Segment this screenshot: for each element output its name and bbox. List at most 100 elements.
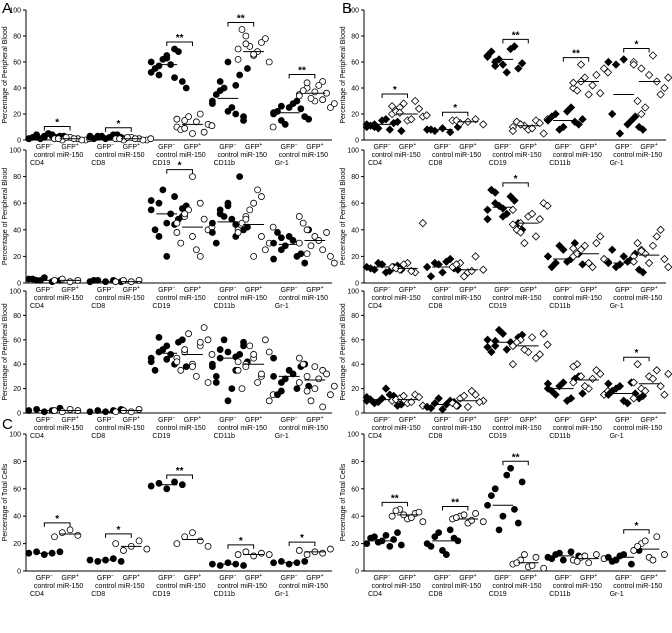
x-group-label: GFP+ — [640, 285, 657, 294]
data-point — [200, 128, 208, 136]
data-point — [123, 133, 131, 141]
x-group-label: GFP+ — [245, 415, 262, 424]
data-point — [270, 559, 277, 567]
scatter-panel-a-2: 0 20 40 60 80 100 Percentage of Peripheral Blo… — [2, 148, 338, 310]
data-point — [175, 338, 182, 346]
data-point — [301, 259, 309, 267]
x-group-label: GFP− — [158, 415, 175, 424]
data-point — [555, 241, 564, 250]
data-point — [483, 52, 492, 61]
x-group-sublabel: miR-150 — [515, 583, 542, 590]
data-point — [265, 58, 273, 66]
data-point — [588, 81, 597, 90]
data-point — [426, 125, 436, 134]
data-point — [33, 548, 40, 556]
data-point — [547, 112, 556, 121]
x-group-label: GFP+ — [640, 142, 657, 151]
data-point — [173, 229, 181, 236]
data-point — [512, 117, 521, 126]
x-group-label: GFP+ — [184, 285, 201, 294]
y-tick-label: 20 — [13, 112, 21, 119]
data-point — [512, 225, 521, 234]
data-point — [204, 379, 212, 386]
data-point — [499, 512, 507, 520]
data-point — [177, 239, 185, 247]
data-point — [631, 112, 640, 121]
data-point — [212, 372, 220, 380]
data-point — [234, 229, 242, 236]
x-group-label: GFP− — [281, 285, 298, 294]
x-group-sublabel: control — [279, 583, 300, 590]
x-group-sublabel: miR-150 — [455, 425, 482, 432]
data-point — [216, 87, 224, 94]
data-point — [270, 239, 277, 247]
data-point — [189, 233, 196, 240]
y-tick-label: 0 — [17, 411, 21, 418]
data-point — [86, 556, 94, 564]
x-group-sublabel: control — [372, 583, 393, 590]
data-point — [389, 118, 398, 128]
y-tick-label: 100 — [9, 8, 21, 15]
data-point — [479, 265, 488, 274]
data-point — [479, 120, 488, 129]
data-point — [246, 342, 254, 350]
x-group-label: GFP+ — [123, 285, 140, 294]
data-point — [459, 272, 469, 281]
data-point — [576, 60, 586, 69]
category-label: CD4 — [368, 591, 382, 598]
data-point — [135, 537, 143, 545]
data-point — [303, 551, 311, 558]
data-point — [234, 56, 242, 63]
x-group-label: GFP+ — [61, 573, 78, 582]
data-point — [638, 268, 648, 277]
data-point — [258, 370, 265, 378]
data-point — [502, 209, 511, 219]
y-tick-label: 40 — [351, 86, 359, 93]
significance-bracket — [623, 356, 650, 362]
data-point — [578, 389, 587, 398]
data-point — [258, 233, 265, 240]
data-point — [633, 238, 642, 248]
panel-letter-b: B — [342, 0, 353, 17]
category-label: CD11b — [549, 433, 570, 440]
data-point — [604, 258, 613, 268]
scatter-panel-b-2: 0 20 40 60 80 100 Percentage of Peripheral Blo… — [340, 148, 672, 310]
data-point — [418, 218, 428, 228]
x-group-label: GFP− — [494, 573, 511, 582]
data-point — [463, 402, 473, 412]
data-point — [520, 345, 529, 354]
data-point — [422, 262, 432, 272]
data-point — [182, 363, 190, 371]
data-point — [446, 526, 454, 534]
data-point — [51, 276, 58, 284]
data-point — [511, 505, 518, 513]
y-axis-label: Percentage of Peripheral Blood — [2, 303, 9, 400]
data-point — [171, 193, 178, 200]
data-point — [270, 354, 277, 362]
data-point — [391, 395, 401, 404]
y-tick-label: 100 — [347, 8, 359, 15]
category-label: CD19 — [152, 160, 170, 167]
data-point — [543, 201, 552, 211]
data-point — [196, 537, 204, 545]
data-point — [392, 507, 400, 515]
data-point — [228, 215, 236, 223]
x-group-sublabel: miR-150 — [515, 295, 542, 302]
data-point — [330, 100, 338, 107]
data-point — [566, 394, 576, 403]
data-point — [604, 553, 612, 561]
x-group-label: GFP+ — [306, 142, 323, 151]
data-point — [508, 360, 518, 369]
y-tick-label: 40 — [351, 514, 359, 521]
category-label: CD8 — [428, 303, 442, 310]
data-point — [638, 125, 648, 134]
data-point — [40, 551, 48, 558]
x-group-sublabel: control — [217, 425, 238, 432]
data-point — [175, 48, 182, 55]
data-point — [261, 35, 269, 42]
data-point — [483, 335, 492, 344]
data-point — [633, 360, 642, 369]
data-point — [281, 121, 289, 128]
y-axis-label: Percentage of Peripheral Blood — [340, 26, 347, 123]
x-group-label: GFP+ — [459, 142, 476, 151]
